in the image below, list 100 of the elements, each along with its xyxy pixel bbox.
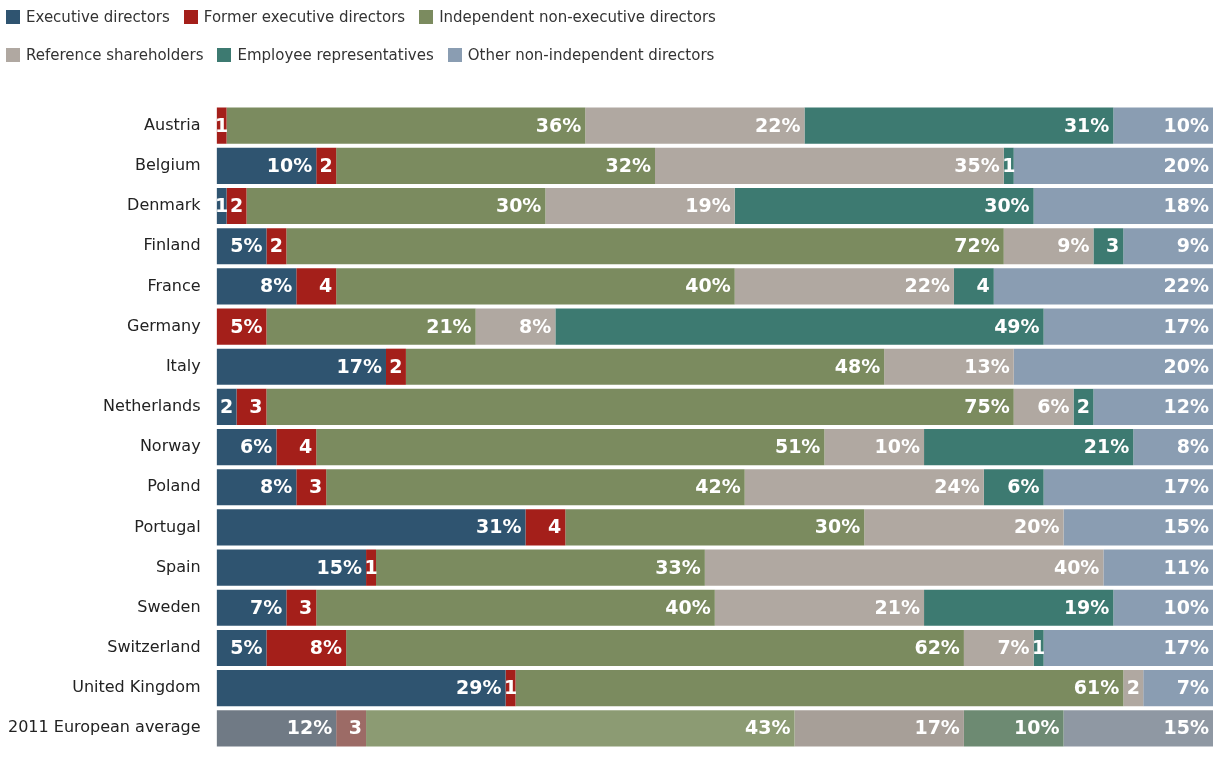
data-label: 5% [230,635,263,658]
bar [704,549,1104,586]
bar [246,187,546,225]
data-label: 7% [1176,676,1209,699]
bar [1043,629,1213,667]
y-tick-label: Sweden [137,596,201,616]
bar [794,710,964,747]
data-label: 17% [1163,635,1209,658]
bar [405,348,885,385]
data-label: 10% [1163,113,1209,136]
bar [734,268,954,305]
data-label: 20% [1014,515,1060,538]
data-label: 12% [1163,394,1209,417]
y-tick-label: France [147,275,201,295]
data-label: 22% [904,274,950,297]
data-label: 3 [348,716,363,739]
data-label: 17% [1163,314,1209,337]
data-label: 1 [364,555,378,578]
data-label: 43% [745,716,791,739]
data-label: 3 [1106,234,1120,257]
data-label: 2 [319,153,333,176]
data-label: 21% [1083,435,1130,458]
data-label: 19% [685,193,731,216]
data-label: 24% [934,475,980,498]
bar [515,670,1124,707]
data-label: 51% [774,435,821,458]
data-label: 11% [1163,555,1209,578]
data-label: 21% [426,314,472,337]
data-label: 8% [260,274,293,297]
bar [1003,228,1094,265]
bar [1103,549,1213,586]
data-label: 20% [1163,153,1209,176]
data-label: 1 [214,113,229,136]
data-label: 22% [1163,274,1209,297]
bar [276,429,317,466]
bar [1063,509,1213,546]
bar [804,107,1114,144]
data-label: 15% [316,555,363,578]
data-label: 4 [976,274,990,297]
data-label: 30% [814,515,861,538]
data-label: 3 [308,475,323,498]
data-label: 10% [1163,595,1209,618]
bar [316,429,825,466]
data-label: 8% [260,475,293,498]
data-label: 6% [1007,475,1040,498]
data-label: 33% [655,555,701,578]
data-label: 61% [1073,676,1120,699]
bar [266,308,476,345]
y-tick-label: Austria [144,114,201,134]
data-label: 36% [535,113,582,136]
data-label: 9% [1057,234,1090,257]
bar [1013,147,1213,184]
data-label: 10% [266,153,313,176]
data-label: 30% [984,193,1030,216]
data-label: 7% [997,635,1030,658]
legend-label: Executive directors [26,8,170,26]
data-label: 5% [230,234,263,257]
data-label: 2 [269,234,283,257]
bar [216,710,337,747]
data-label: 4 [318,274,333,297]
y-tick-label: Belgium [135,155,201,175]
data-label: 4 [299,435,313,458]
data-label: 31% [1063,113,1110,136]
data-label: 4 [548,515,562,538]
data-label: 2 [219,394,234,417]
bar [1143,670,1213,707]
y-tick-label: Portugal [134,516,201,536]
y-tick-label: Switzerland [107,637,201,657]
bar [216,348,386,385]
bar [1043,469,1213,506]
data-label: 3 [249,394,263,417]
data-label: 10% [1014,716,1060,739]
y-tick-label: Poland [147,476,201,496]
bar [993,268,1213,305]
bar [266,629,347,667]
bar [1033,187,1213,225]
y-tick-label: 2011 European average [7,717,201,737]
bar [714,589,925,626]
data-label: 2 [1126,676,1140,699]
data-label: 22% [754,113,801,136]
bar [963,629,1034,667]
data-label: 8% [309,635,343,658]
bar [336,710,367,747]
bar [1013,348,1213,385]
data-label: 42% [695,475,741,498]
data-label: 30% [495,193,542,216]
data-label: 21% [874,595,921,618]
data-label: 13% [964,354,1010,377]
y-tick-label: Germany [127,315,201,335]
data-label: 6% [1037,394,1070,417]
data-label: 32% [605,153,652,176]
bar [953,268,994,305]
bar [376,549,705,586]
bar [296,268,337,305]
bar [884,348,1014,385]
legend-label: Independent non-executive directors [439,8,716,26]
legend-label: Employee representatives [237,46,434,64]
bar [924,589,1114,626]
data-label: 1 [503,676,518,699]
data-label: 8% [1176,435,1209,458]
